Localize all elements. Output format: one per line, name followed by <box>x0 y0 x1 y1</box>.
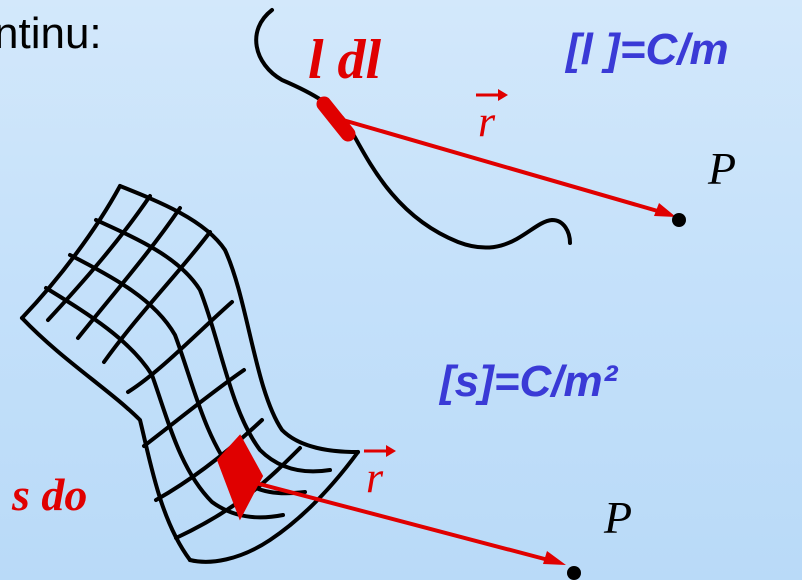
point-p-surface-label: P <box>604 492 633 543</box>
point-p-surface <box>567 566 581 580</box>
surface-mesh <box>20 184 360 564</box>
line-element-label: l dl <box>308 29 382 91</box>
surface-element-highlight <box>216 434 264 521</box>
line-charge-unit: [l ]=C/m <box>566 25 729 74</box>
vector-r-surface <box>251 480 557 564</box>
vector-r-line-arrowhead <box>654 203 676 217</box>
vector-overline-2 <box>364 445 396 457</box>
vector-r-surface-label: r <box>366 453 384 502</box>
vector-r-surface-arrowhead <box>543 551 566 565</box>
vector-r-line <box>335 116 669 216</box>
point-p-line-label: P <box>708 143 737 194</box>
vector-r-line-label: r <box>478 97 496 146</box>
slide-heading-fragment: ntinu: <box>0 9 102 58</box>
surface-charge-unit: [s]=C/m² <box>440 357 618 406</box>
line-charge-curve <box>254 8 572 250</box>
vector-overline-1 <box>476 89 508 101</box>
point-p-line <box>672 213 686 227</box>
surface-element-label: s do <box>12 469 88 520</box>
